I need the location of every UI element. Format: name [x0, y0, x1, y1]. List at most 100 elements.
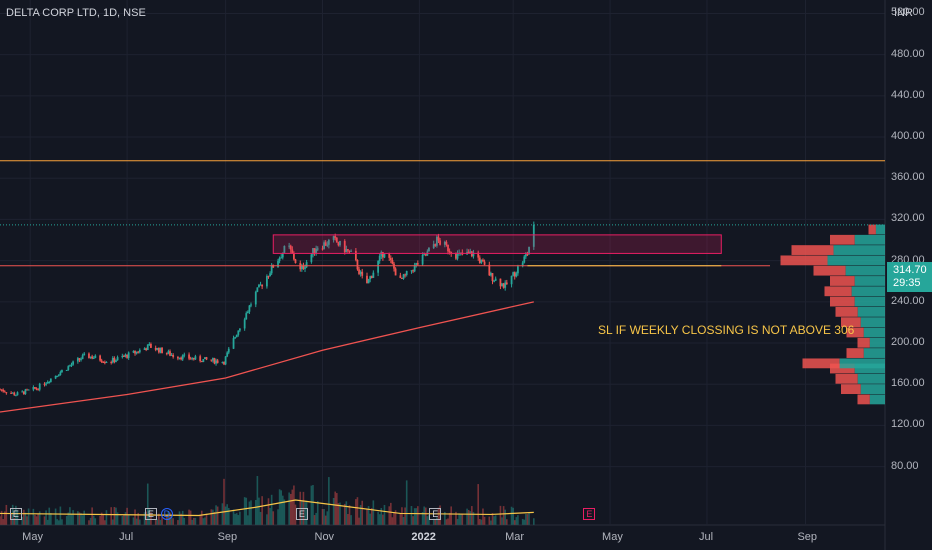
candle-body	[410, 270, 413, 272]
volume-bar	[450, 506, 452, 525]
volume-bar	[226, 504, 228, 525]
candle-body	[172, 354, 175, 357]
stop-loss-note[interactable]: SL IF WEEKLY CLOSSING IS NOT ABOVE 306	[598, 323, 855, 337]
volume-bar	[177, 520, 179, 525]
profile-bar-up	[869, 337, 885, 348]
volume-bar	[270, 494, 273, 525]
candle-body	[105, 361, 108, 363]
volume-bar	[505, 519, 508, 525]
volume-bar	[235, 513, 238, 525]
candle-body	[248, 305, 251, 312]
volume-bar	[469, 511, 472, 525]
volume-bar	[199, 515, 201, 525]
candle-body	[37, 388, 40, 390]
volume-bar	[293, 485, 295, 525]
volume-bar	[415, 508, 418, 525]
symbol-title[interactable]: DELTA CORP LTD, 1D, NSE	[6, 7, 146, 19]
profile-bar-down	[830, 276, 855, 286]
last-price: 314.70	[893, 264, 927, 276]
profile-bar-up	[845, 265, 885, 276]
volume-bar	[332, 497, 335, 525]
volume-bar	[54, 508, 57, 525]
volume-bar	[456, 518, 459, 525]
candle-body	[389, 257, 392, 261]
volume-bar	[124, 512, 127, 525]
candle-body	[327, 239, 330, 245]
volume-bar	[413, 508, 416, 525]
volume-bar	[466, 508, 468, 525]
volume-bar	[0, 510, 3, 525]
candle-body	[283, 245, 286, 253]
dividend-marker[interactable]: D	[160, 508, 173, 520]
candle-body	[210, 359, 213, 361]
volume-bar	[11, 504, 14, 525]
earnings-marker[interactable]: E	[583, 508, 596, 520]
candle-body	[361, 271, 364, 276]
candle-body	[134, 351, 136, 354]
candle-body	[188, 354, 190, 359]
earnings-marker[interactable]: E	[429, 508, 442, 520]
currency-label[interactable]: INR	[894, 7, 913, 19]
volume-bar	[88, 520, 90, 525]
volume-bar	[491, 513, 494, 525]
earnings-marker[interactable]: E	[144, 508, 157, 520]
candle-body	[148, 343, 151, 345]
volume-bar	[69, 507, 71, 525]
candle-body	[278, 257, 281, 261]
sma-line	[0, 301, 534, 413]
price-tick-label: 320.00	[891, 212, 925, 225]
volume-bar	[32, 508, 35, 525]
candle-body	[348, 250, 351, 252]
candle-body	[335, 237, 338, 243]
candle-body	[488, 264, 491, 276]
candle-body	[181, 355, 184, 360]
candle-body	[515, 273, 518, 277]
volume-bar	[499, 505, 502, 525]
volume-bar	[472, 512, 475, 525]
volume-bar	[254, 499, 257, 525]
volume-bar	[223, 478, 225, 525]
volume-bar	[370, 508, 373, 525]
profile-bar-up	[860, 317, 885, 328]
candle-body	[490, 273, 492, 276]
volume-bar	[38, 511, 41, 525]
candle-body	[137, 351, 140, 353]
candle-body	[366, 275, 368, 284]
candle-body	[521, 262, 524, 267]
volume-bar	[224, 506, 227, 525]
candle-body	[126, 354, 128, 358]
volume-bar	[393, 511, 395, 525]
volume-bar	[127, 514, 130, 525]
candle-body	[424, 254, 427, 256]
volume-bar	[78, 512, 81, 525]
candle-body	[178, 357, 181, 359]
candle-body	[215, 360, 217, 364]
volume-bar	[356, 497, 359, 525]
volume-bar	[83, 510, 86, 525]
earnings-marker[interactable]: E	[9, 508, 22, 520]
candle-body	[14, 395, 17, 397]
candle-body	[305, 262, 308, 268]
volume-bar	[436, 517, 438, 525]
volume-bar	[412, 516, 414, 525]
candle-body	[437, 236, 440, 241]
candle-body	[91, 356, 94, 359]
candle-body	[100, 360, 103, 362]
candle-body	[161, 347, 163, 354]
candle-body	[367, 279, 370, 284]
candle-body	[202, 359, 205, 363]
volume-bar	[191, 519, 194, 525]
candle-body	[224, 356, 227, 365]
price-tick-label: 200.00	[891, 336, 925, 349]
candle-body	[256, 287, 259, 292]
volume-bar	[204, 517, 206, 525]
volume-bar	[283, 499, 286, 525]
candle-body	[517, 266, 519, 274]
volume-bar	[480, 519, 483, 525]
candle-body	[150, 343, 152, 348]
candle-body	[199, 356, 202, 362]
volume-bar	[148, 508, 151, 525]
earnings-marker[interactable]: E	[295, 508, 308, 520]
volume-bar	[533, 518, 535, 525]
